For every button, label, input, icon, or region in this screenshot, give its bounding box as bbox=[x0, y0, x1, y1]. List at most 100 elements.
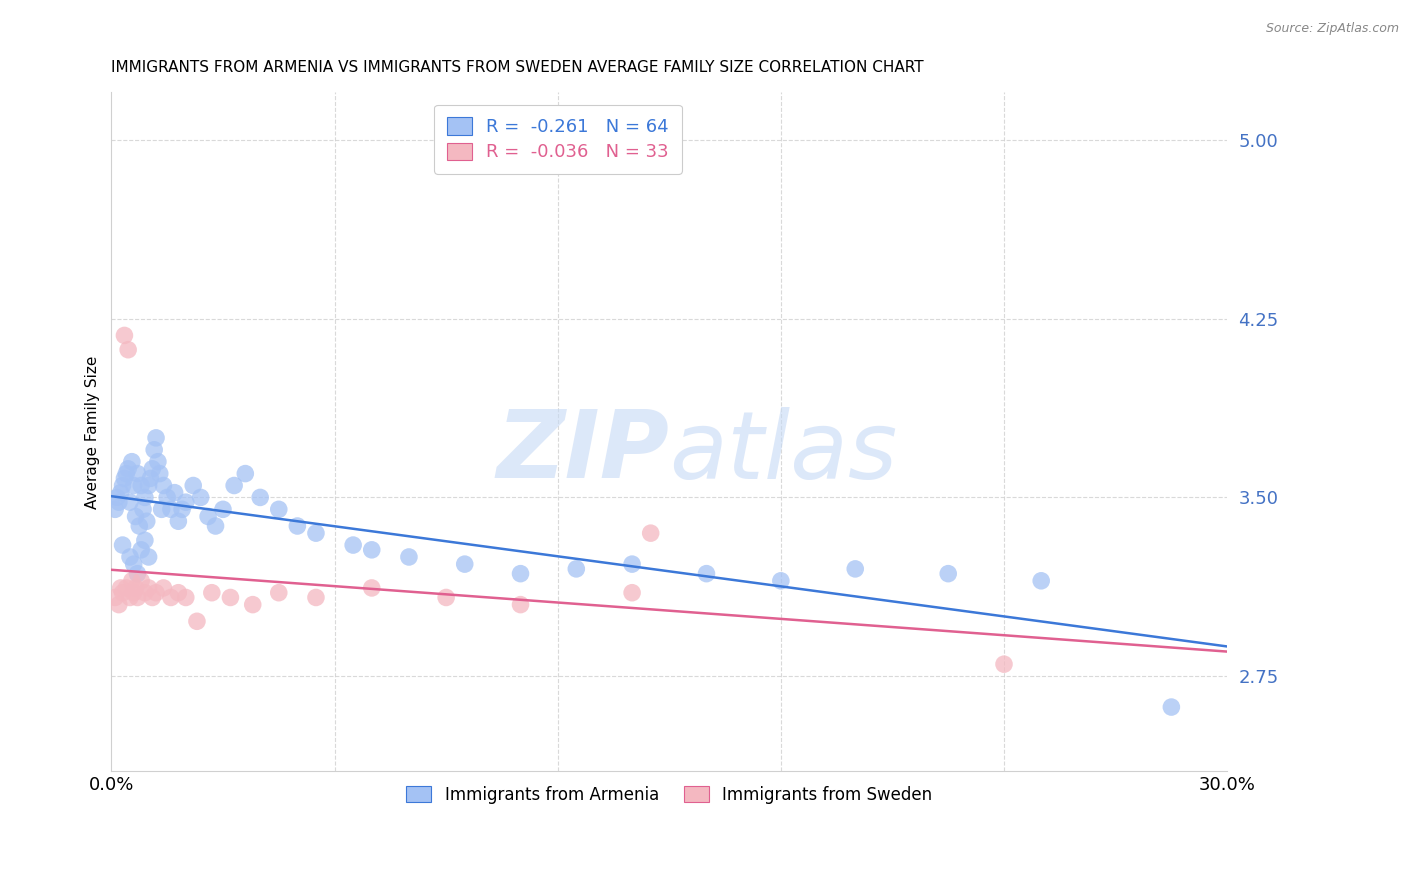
Point bbox=[454, 557, 477, 571]
Point bbox=[1160, 700, 1182, 714]
Point bbox=[127, 566, 149, 581]
Point bbox=[212, 502, 235, 516]
Point bbox=[121, 455, 143, 469]
Y-axis label: Average Family Size: Average Family Size bbox=[86, 355, 100, 508]
Point bbox=[108, 598, 131, 612]
Point bbox=[170, 502, 193, 516]
Point bbox=[132, 502, 155, 516]
Point bbox=[146, 455, 169, 469]
Point bbox=[160, 591, 183, 605]
Point bbox=[174, 591, 197, 605]
Point bbox=[167, 514, 190, 528]
Point bbox=[134, 533, 156, 548]
Point bbox=[695, 566, 717, 581]
Point bbox=[134, 585, 156, 599]
Point bbox=[118, 549, 141, 564]
Point bbox=[122, 557, 145, 571]
Point bbox=[135, 514, 157, 528]
Point bbox=[128, 519, 150, 533]
Point bbox=[267, 585, 290, 599]
Point bbox=[127, 591, 149, 605]
Point bbox=[174, 495, 197, 509]
Point bbox=[105, 491, 128, 505]
Point bbox=[224, 478, 246, 492]
Point bbox=[122, 478, 145, 492]
Text: atlas: atlas bbox=[669, 407, 897, 498]
Point bbox=[249, 491, 271, 505]
Point bbox=[138, 549, 160, 564]
Point bbox=[111, 538, 134, 552]
Point bbox=[129, 478, 152, 492]
Point bbox=[145, 585, 167, 599]
Point bbox=[993, 657, 1015, 672]
Point bbox=[138, 581, 160, 595]
Point bbox=[118, 495, 141, 509]
Point bbox=[621, 557, 644, 571]
Point bbox=[186, 615, 208, 629]
Point bbox=[115, 467, 138, 481]
Point bbox=[121, 574, 143, 588]
Point bbox=[122, 585, 145, 599]
Point bbox=[134, 491, 156, 505]
Point bbox=[118, 591, 141, 605]
Point bbox=[149, 467, 172, 481]
Point bbox=[124, 509, 146, 524]
Point bbox=[360, 581, 382, 595]
Point bbox=[117, 462, 139, 476]
Point bbox=[167, 585, 190, 599]
Point bbox=[129, 574, 152, 588]
Point bbox=[111, 585, 134, 599]
Point bbox=[152, 581, 174, 595]
Point bbox=[342, 538, 364, 552]
Point bbox=[127, 467, 149, 481]
Point bbox=[163, 485, 186, 500]
Point bbox=[156, 491, 179, 505]
Point bbox=[936, 566, 959, 581]
Point bbox=[190, 491, 212, 505]
Point bbox=[242, 598, 264, 612]
Point bbox=[141, 591, 163, 605]
Point bbox=[305, 526, 328, 541]
Point bbox=[150, 502, 173, 516]
Point bbox=[138, 478, 160, 492]
Point bbox=[219, 591, 242, 605]
Point bbox=[141, 462, 163, 476]
Point bbox=[104, 502, 127, 516]
Point bbox=[129, 542, 152, 557]
Point bbox=[1031, 574, 1053, 588]
Point bbox=[181, 478, 204, 492]
Point bbox=[124, 581, 146, 595]
Point bbox=[139, 471, 162, 485]
Point bbox=[434, 591, 457, 605]
Point bbox=[160, 502, 183, 516]
Point bbox=[104, 591, 127, 605]
Point bbox=[305, 591, 328, 605]
Point bbox=[640, 526, 662, 541]
Point bbox=[201, 585, 224, 599]
Point bbox=[143, 442, 166, 457]
Point bbox=[108, 495, 131, 509]
Point bbox=[398, 549, 420, 564]
Point bbox=[204, 519, 226, 533]
Point bbox=[112, 471, 135, 485]
Point bbox=[110, 485, 132, 500]
Text: IMMIGRANTS FROM ARMENIA VS IMMIGRANTS FROM SWEDEN AVERAGE FAMILY SIZE CORRELATIO: IMMIGRANTS FROM ARMENIA VS IMMIGRANTS FR… bbox=[111, 60, 924, 75]
Point bbox=[111, 478, 134, 492]
Point bbox=[509, 598, 531, 612]
Text: Source: ZipAtlas.com: Source: ZipAtlas.com bbox=[1265, 22, 1399, 36]
Point bbox=[621, 585, 644, 599]
Point bbox=[197, 509, 219, 524]
Point bbox=[509, 566, 531, 581]
Point bbox=[112, 328, 135, 343]
Legend: Immigrants from Armenia, Immigrants from Sweden: Immigrants from Armenia, Immigrants from… bbox=[396, 776, 942, 814]
Point bbox=[844, 562, 866, 576]
Point bbox=[152, 478, 174, 492]
Text: ZIP: ZIP bbox=[496, 406, 669, 499]
Point bbox=[110, 581, 132, 595]
Point bbox=[287, 519, 309, 533]
Point bbox=[117, 343, 139, 357]
Point bbox=[769, 574, 792, 588]
Point bbox=[145, 431, 167, 445]
Point bbox=[233, 467, 256, 481]
Point bbox=[267, 502, 290, 516]
